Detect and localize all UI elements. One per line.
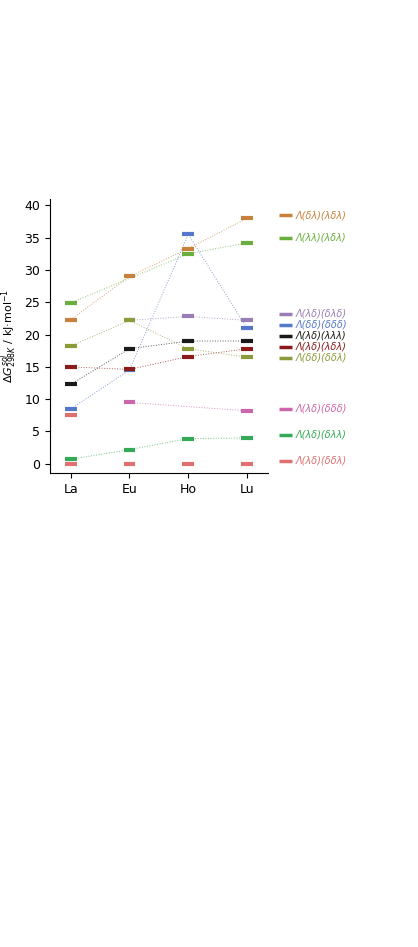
Text: Λ(λδ)(λδλ): Λ(λδ)(λδλ) <box>296 342 347 352</box>
Text: Λ(λδ)(λλλ): Λ(λδ)(λλλ) <box>296 331 347 341</box>
Text: Λ(λδ)(δλλ): Λ(λδ)(δλλ) <box>296 430 347 439</box>
Text: Λ(λλ)(λδλ): Λ(λλ)(λδλ) <box>296 233 347 242</box>
Text: Λ(λδ)(δδλ): Λ(λδ)(δδλ) <box>296 456 347 466</box>
Text: Λ(δδ)(δδδ): Λ(δδ)(δδδ) <box>296 320 347 330</box>
Text: Λ(δδ)(δδλ): Λ(δδ)(δδλ) <box>296 353 347 363</box>
Text: Λ(λδ)(δλδ): Λ(λδ)(δλδ) <box>296 309 347 319</box>
Text: Λ(λδ)(δδδ): Λ(λδ)(δδδ) <box>296 403 347 414</box>
Y-axis label: $\Delta G^{sol}_{298K}$ / kJ·mol$^{-1}$: $\Delta G^{sol}_{298K}$ / kJ·mol$^{-1}$ <box>0 289 19 384</box>
Text: Λ(δλ)(λδλ): Λ(δλ)(λδλ) <box>296 210 347 220</box>
